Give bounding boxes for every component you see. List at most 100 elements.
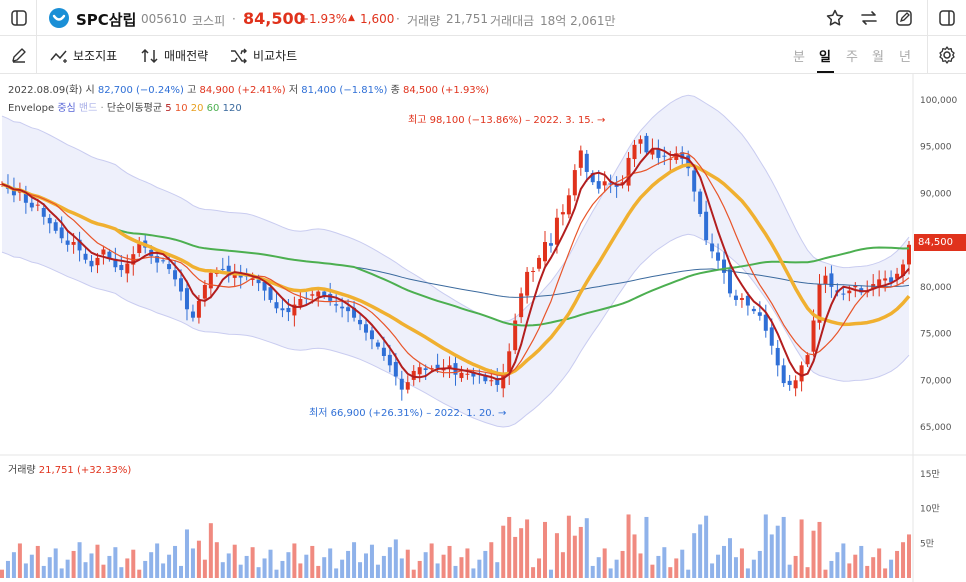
volume-bar (775, 525, 780, 578)
compare-button[interactable]: 비교차트 (230, 47, 297, 64)
volume-bar (65, 559, 70, 578)
current-price-tag: 84,500 (914, 234, 966, 251)
sidebar-toggle-icon[interactable] (8, 7, 30, 29)
candle-body (656, 149, 661, 158)
volume-bar (41, 565, 46, 578)
settings-gear-icon[interactable] (936, 44, 958, 66)
candle-body (680, 152, 685, 159)
candle-body (668, 158, 673, 160)
ohlc-info: 2022.08.09(화) 시 82,700 (−0.24%) 고 84,900… (8, 81, 489, 96)
volume-bar (572, 535, 577, 578)
candle-body (417, 367, 422, 375)
candle-body (196, 300, 201, 318)
volume-bar (220, 562, 225, 578)
favorite-star-icon[interactable] (824, 7, 846, 29)
candle-body (501, 372, 506, 389)
volume-bar (423, 552, 428, 578)
volume-bar (143, 560, 148, 578)
candle-body (757, 312, 762, 316)
candle-body (489, 380, 494, 382)
candle-body (71, 242, 76, 245)
volume-bar (0, 569, 4, 578)
volume-bar (763, 514, 768, 578)
volume-panel-label: 거래량 21,751 (+32.33%) (8, 461, 131, 476)
ma10-line (1, 152, 910, 377)
volume-bar (190, 548, 195, 578)
indicator-button[interactable]: 보조지표 (50, 47, 117, 64)
candle-body (716, 252, 721, 261)
price-axis-label: 70,000 (920, 376, 952, 386)
candle-body (829, 273, 834, 287)
candle-body (202, 284, 207, 299)
candle-body (602, 181, 607, 186)
period-day[interactable]: 일 (819, 50, 831, 65)
candle-body (769, 327, 774, 346)
candle-body (590, 173, 595, 183)
period-minute[interactable]: 분 (793, 50, 805, 65)
candle-body (811, 320, 816, 352)
candle-body (393, 361, 398, 377)
volume-bar (411, 569, 416, 578)
volume-bar (871, 557, 876, 578)
edit-icon[interactable] (893, 7, 915, 29)
close-value: 84,500 (+1.93%) (402, 85, 490, 96)
swap-icon[interactable] (858, 7, 880, 29)
candle-body (358, 319, 363, 325)
candle-body (704, 211, 709, 241)
ma20-line (1, 162, 911, 376)
candle-body (346, 307, 351, 312)
volume-bar (59, 568, 64, 578)
price-chart[interactable]: 100,00095,00090,00085,00080,00075,00070,… (0, 74, 966, 582)
envelope-band (2, 95, 909, 427)
candle-body (554, 217, 559, 245)
candle-body (698, 191, 703, 214)
period-week[interactable]: 주 (846, 50, 858, 65)
volume-bar (417, 560, 422, 578)
candle-body (89, 260, 94, 267)
volume-bar (256, 567, 261, 578)
candle-body (763, 314, 768, 331)
volume-bar (537, 558, 542, 578)
candle-body (644, 135, 649, 153)
candle-body (907, 244, 911, 265)
envelope-upper-line (1, 94, 910, 322)
panel-toggle-icon[interactable] (936, 7, 958, 29)
volume-bar (680, 549, 685, 578)
volume-bar (483, 550, 488, 578)
volume-bar (727, 538, 732, 578)
candle-body (751, 308, 756, 312)
candle-body (483, 375, 488, 382)
volume-bar (399, 558, 404, 578)
envelope-center-label: 중심 (57, 103, 76, 114)
period-month[interactable]: 월 (872, 50, 884, 65)
candle-body (208, 272, 213, 289)
draw-pen-icon[interactable] (8, 44, 30, 66)
separator-dot: · (396, 12, 400, 26)
candle-body (674, 153, 679, 160)
candle-body (525, 271, 530, 296)
volume-bar (835, 552, 840, 578)
candle-body (280, 308, 285, 311)
volume-bar (889, 559, 894, 578)
candle-body (256, 279, 261, 284)
volume-bar (841, 543, 846, 578)
candle-body (733, 295, 738, 300)
volume-bar (650, 564, 655, 578)
strategy-arrows-icon (141, 48, 158, 63)
candle-body (471, 372, 476, 377)
candle-body (35, 204, 40, 206)
strategy-button[interactable]: 매매전략 (141, 47, 208, 64)
period-year[interactable]: 년 (899, 50, 911, 65)
volume-bar (304, 554, 309, 578)
volume-bar (77, 542, 82, 578)
candle-body (507, 351, 512, 374)
candle-body (369, 330, 374, 340)
volume-bar (787, 564, 792, 578)
volume-bar (262, 558, 267, 578)
candle-body (334, 304, 339, 306)
candle-body (429, 368, 434, 370)
volume-bar (501, 525, 506, 578)
volume-bar (328, 548, 333, 578)
volume-bar (131, 549, 136, 578)
high-annotation: 최고 98,100 (−13.86%) – 2022. 3. 15. → (408, 115, 606, 126)
